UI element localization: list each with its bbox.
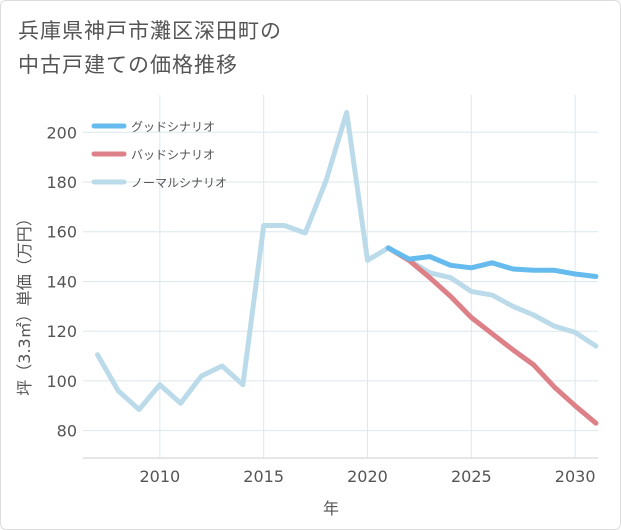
x-tick-label: 2020 [347, 467, 388, 486]
legend-label: ノーマルシナリオ [131, 176, 227, 190]
x-tick-label: 2015 [243, 467, 284, 486]
y-tick-label: 100 [46, 372, 77, 391]
legend-label: バッドシナリオ [131, 148, 215, 162]
y-tick-label: 80 [57, 422, 77, 441]
y-tick-label: 200 [46, 123, 77, 142]
series-lines [95, 109, 599, 426]
series-line-1 [385, 245, 599, 426]
chart-title-line2: 中古戸建ての価格推移 [18, 53, 238, 77]
chart-title-line1: 兵庫県神戸市灘区深田町の [18, 19, 282, 43]
x-tick-label: 2010 [139, 467, 180, 486]
series-line-2 [95, 109, 599, 412]
y-tick-label: 180 [46, 173, 77, 192]
x-tick-label: 2025 [451, 467, 492, 486]
y-tick-label: 120 [46, 322, 77, 341]
series-line-0 [385, 245, 599, 279]
legend-label: グッドシナリオ [131, 120, 215, 134]
y-tick-label: 140 [46, 272, 77, 291]
x-axis-label: 年 [323, 499, 339, 518]
y-axis-label: 坪（3.3㎡）単価（万円） [15, 210, 34, 395]
y-tick-label: 160 [46, 223, 77, 242]
chart-title: 兵庫県神戸市灘区深田町の 中古戸建ての価格推移 [18, 14, 282, 82]
x-tick-label: 2030 [555, 467, 596, 486]
y-tick-labels: 80 100 120 140 160 180 200 [46, 123, 77, 440]
x-tick-labels: 2010 2015 2020 2025 2030 [139, 467, 595, 486]
